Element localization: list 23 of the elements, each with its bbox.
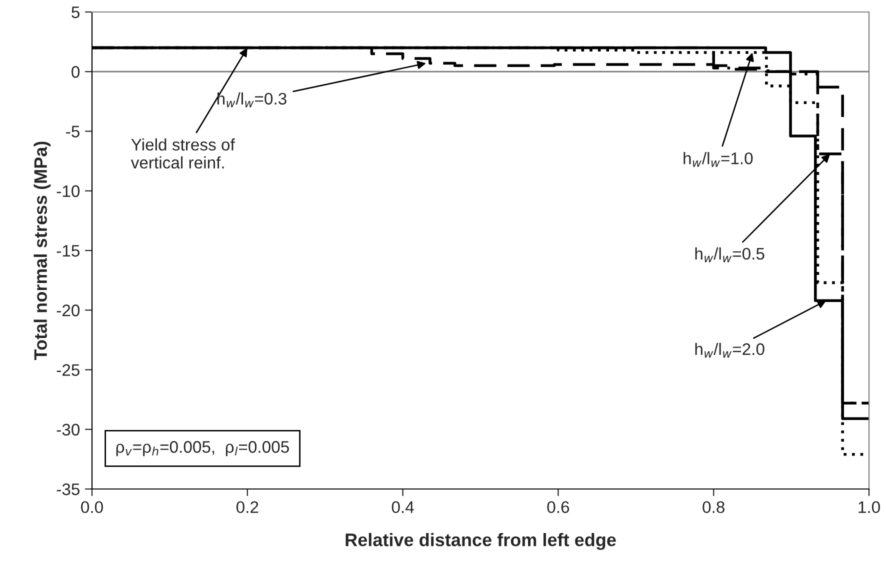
y-tick-label: -10: [56, 185, 80, 198]
x-tick-label: 0.6: [547, 501, 570, 514]
annotation: h$_{w}$/l$_{w}$=0.3: [217, 92, 286, 108]
y-tick-label: 5: [72, 6, 80, 18]
annotation: h$_{w}$/l$_{w}$=2.0: [695, 342, 764, 358]
y-tick-label: -5: [66, 126, 80, 138]
y-axis-title: Total normal stress (MPa): [34, 142, 51, 360]
y-tick-label: -15: [56, 245, 80, 257]
x-tick-label: 0.8: [702, 501, 724, 514]
x-axis-title: Relative distance from left edge: [346, 533, 616, 550]
annotation: h$_{w}$/l$_{w}$=0.5: [695, 247, 764, 262]
y-tick-label: -20: [56, 304, 80, 316]
x-tick-label: 0.0: [81, 501, 103, 514]
y-tick-label: -25: [56, 364, 80, 376]
y-tick-label: -35: [56, 483, 80, 496]
annotation: h$_{w}$/l$_{w}$=1.0: [684, 152, 753, 167]
annotation: ρ$_{v}$=ρ$_{h}$=0.005, ρ$_{l}$=0.005: [116, 441, 289, 456]
x-tick-label: 0.2: [236, 501, 258, 514]
x-tick-label: 1.0: [858, 501, 880, 514]
y-tick-label: 0: [72, 66, 80, 78]
annotation: Yield stress of vertical reinf.: [130, 138, 235, 169]
y-tick-label: -30: [56, 424, 80, 436]
x-tick-label: 0.4: [392, 501, 414, 514]
